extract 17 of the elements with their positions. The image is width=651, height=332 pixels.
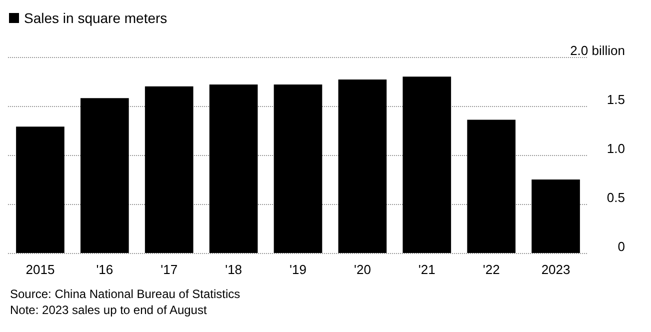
y-tick-label: 0 [618,239,625,254]
y-tick-label: 1.5 [606,92,625,107]
y-tick-label: 0.5 [606,190,625,205]
legend-label: Sales in square meters [24,10,168,26]
y-tick-label: 2.0 billion [570,43,625,58]
source-note: Source: China National Bureau of Statistics [10,287,240,301]
x-tick-label: 2015 [26,262,55,277]
x-tick-label: '22 [482,262,500,277]
x-tick-label: '16 [96,262,114,277]
x-tick-label: '18 [225,262,242,277]
y-tick-label: 1.0 [606,141,625,156]
text: Note: 2023 sales up to end of August [10,303,208,317]
x-tick-label: '17 [160,262,178,277]
x-tick-label: '21 [418,262,436,277]
x-tick-label: '20 [354,262,371,277]
x-tick-label: '19 [290,262,306,277]
x-tick-label: 2023 [541,262,570,277]
